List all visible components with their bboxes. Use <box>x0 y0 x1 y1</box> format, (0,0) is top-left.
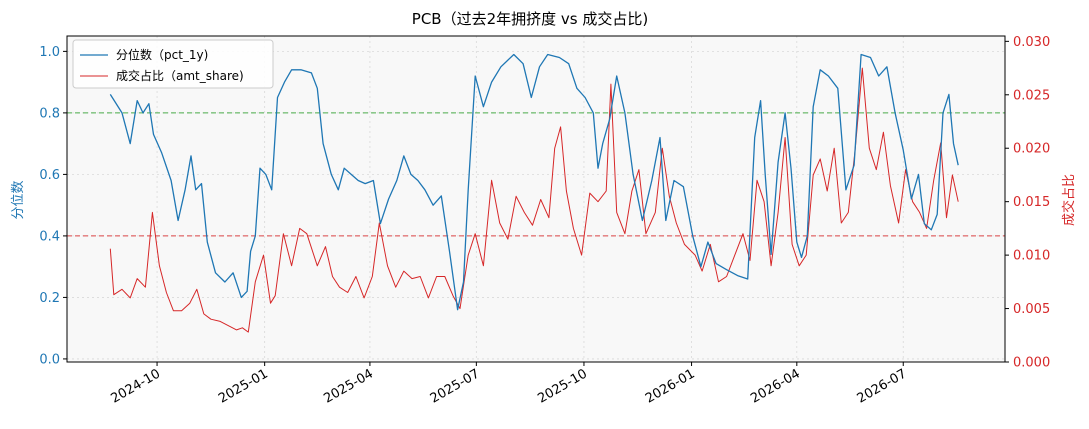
right-tick-label: 0.030 <box>1013 35 1050 50</box>
chart-title: PCB（过去2年拥挤度 vs 成交占比) <box>412 10 648 28</box>
right-tick-label: 0.010 <box>1013 249 1050 264</box>
right-tick-label: 0.000 <box>1013 356 1050 371</box>
right-tick-label: 0.015 <box>1013 195 1050 210</box>
series-line-pct <box>109 53 959 311</box>
right-tick-label: 0.020 <box>1013 142 1050 157</box>
legend: 分位数（pct_1y) 成交占比（amt_share) <box>72 39 274 89</box>
left-tick-label: 0.6 <box>39 168 60 183</box>
reference-lines <box>67 112 1005 237</box>
right-tick-label: 0.005 <box>1013 302 1050 317</box>
left-tick-label: 0.4 <box>39 229 60 244</box>
plot-area <box>67 36 1005 362</box>
left-axis: 0.0 0.2 0.4 0.6 0.8 1.0 <box>39 45 67 367</box>
left-tick-label: 1.0 <box>39 45 60 60</box>
right-axis-label: 成交占比 <box>1061 174 1077 226</box>
right-axis: 0.000 0.005 0.010 0.015 0.020 0.025 0.030 <box>1005 35 1050 371</box>
legend-label-pct: 分位数（pct_1y) <box>116 47 208 62</box>
series-line-share <box>109 67 959 333</box>
left-tick-label: 0.0 <box>39 352 60 367</box>
left-tick-label: 0.8 <box>39 106 60 121</box>
left-axis-label: 分位数 <box>11 180 26 219</box>
series-layer <box>109 53 959 333</box>
legend-label-share: 成交占比（amt_share) <box>116 68 244 83</box>
left-tick-label: 0.2 <box>39 291 60 306</box>
right-tick-label: 0.025 <box>1013 88 1050 103</box>
legend-box <box>72 39 274 89</box>
plot-frame <box>66 35 1006 363</box>
